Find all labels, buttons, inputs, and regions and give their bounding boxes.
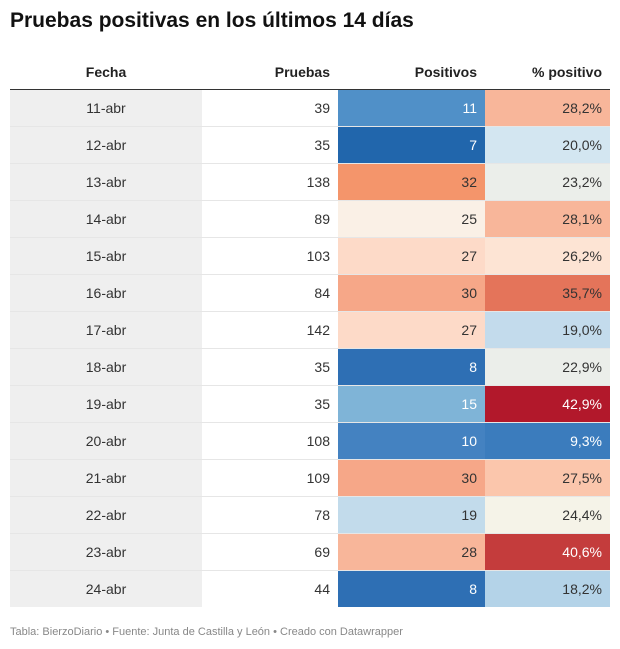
footer-credits: Tabla: BierzoDiario • Fuente: Junta de C… bbox=[10, 626, 403, 638]
cell-pruebas: 35 bbox=[202, 348, 338, 386]
cell-pruebas: 89 bbox=[202, 200, 338, 238]
cell-pct-positivo: 18,2% bbox=[485, 570, 610, 607]
table-row: 11-abr 39 11 28,2% bbox=[10, 89, 610, 127]
cell-pruebas: 103 bbox=[202, 237, 338, 275]
cell-pruebas: 138 bbox=[202, 163, 338, 201]
cell-fecha: 15-abr bbox=[10, 237, 202, 275]
cell-positivos: 8 bbox=[338, 348, 485, 386]
cell-fecha: 14-abr bbox=[10, 200, 202, 238]
table-row: 13-abr 138 32 23,2% bbox=[10, 163, 610, 201]
cell-fecha: 19-abr bbox=[10, 385, 202, 423]
table-row: 16-abr 84 30 35,7% bbox=[10, 274, 610, 312]
cell-positivos: 19 bbox=[338, 496, 485, 534]
table-row: 17-abr 142 27 19,0% bbox=[10, 311, 610, 349]
cell-fecha: 16-abr bbox=[10, 274, 202, 312]
cell-fecha: 11-abr bbox=[10, 89, 202, 127]
data-table: Fecha Pruebas Positivos % positivo 11-ab… bbox=[10, 55, 610, 607]
column-header-fecha[interactable]: Fecha bbox=[10, 55, 202, 90]
cell-positivos: 25 bbox=[338, 200, 485, 238]
cell-pruebas: 109 bbox=[202, 459, 338, 497]
cell-positivos: 10 bbox=[338, 422, 485, 460]
cell-pct-positivo: 28,2% bbox=[485, 89, 610, 127]
cell-pct-positivo: 26,2% bbox=[485, 237, 610, 275]
cell-pct-positivo: 35,7% bbox=[485, 274, 610, 312]
cell-positivos: 30 bbox=[338, 459, 485, 497]
cell-positivos: 8 bbox=[338, 570, 485, 607]
table-row: 24-abr 44 8 18,2% bbox=[10, 570, 610, 607]
table-row: 14-abr 89 25 28,1% bbox=[10, 200, 610, 238]
cell-pruebas: 78 bbox=[202, 496, 338, 534]
chart-title: Pruebas positivas en los últimos 14 días bbox=[10, 9, 414, 32]
cell-pct-positivo: 27,5% bbox=[485, 459, 610, 497]
table-row: 15-abr 103 27 26,2% bbox=[10, 237, 610, 275]
table-row: 21-abr 109 30 27,5% bbox=[10, 459, 610, 497]
table-body: 11-abr 39 11 28,2% 12-abr 35 7 20,0% 13-abr 138 32… bbox=[10, 89, 610, 607]
cell-positivos: 7 bbox=[338, 126, 485, 164]
cell-pruebas: 84 bbox=[202, 274, 338, 312]
cell-positivos: 15 bbox=[338, 385, 485, 423]
cell-pct-positivo: 42,9% bbox=[485, 385, 610, 423]
table-row: 23-abr 69 28 40,6% bbox=[10, 533, 610, 571]
table-row: 18-abr 35 8 22,9% bbox=[10, 348, 610, 386]
table-row: 19-abr 35 15 42,9% bbox=[10, 385, 610, 423]
cell-pruebas: 69 bbox=[202, 533, 338, 571]
cell-fecha: 18-abr bbox=[10, 348, 202, 386]
column-header-pct-positivo[interactable]: % positivo bbox=[485, 55, 610, 90]
header-row: Fecha Pruebas Positivos % positivo bbox=[10, 55, 610, 90]
cell-positivos: 32 bbox=[338, 163, 485, 201]
cell-pct-positivo: 40,6% bbox=[485, 533, 610, 571]
cell-positivos: 27 bbox=[338, 311, 485, 349]
column-header-positivos[interactable]: Positivos bbox=[338, 55, 485, 90]
cell-pct-positivo: 28,1% bbox=[485, 200, 610, 238]
cell-positivos: 11 bbox=[338, 89, 485, 127]
cell-fecha: 13-abr bbox=[10, 163, 202, 201]
table-row: 12-abr 35 7 20,0% bbox=[10, 126, 610, 164]
table-header: Fecha Pruebas Positivos % positivo bbox=[10, 55, 610, 90]
cell-fecha: 20-abr bbox=[10, 422, 202, 460]
cell-positivos: 27 bbox=[338, 237, 485, 275]
cell-fecha: 23-abr bbox=[10, 533, 202, 571]
column-header-pruebas[interactable]: Pruebas bbox=[202, 55, 338, 90]
cell-fecha: 22-abr bbox=[10, 496, 202, 534]
cell-pruebas: 108 bbox=[202, 422, 338, 460]
cell-pruebas: 35 bbox=[202, 126, 338, 164]
cell-pruebas: 35 bbox=[202, 385, 338, 423]
cell-pruebas: 39 bbox=[202, 89, 338, 127]
cell-positivos: 30 bbox=[338, 274, 485, 312]
cell-positivos: 28 bbox=[338, 533, 485, 571]
cell-pct-positivo: 9,3% bbox=[485, 422, 610, 460]
cell-fecha: 12-abr bbox=[10, 126, 202, 164]
cell-fecha: 17-abr bbox=[10, 311, 202, 349]
cell-pct-positivo: 20,0% bbox=[485, 126, 610, 164]
table-row: 22-abr 78 19 24,4% bbox=[10, 496, 610, 534]
cell-fecha: 21-abr bbox=[10, 459, 202, 497]
table-row: 20-abr 108 10 9,3% bbox=[10, 422, 610, 460]
cell-pct-positivo: 22,9% bbox=[485, 348, 610, 386]
cell-pct-positivo: 23,2% bbox=[485, 163, 610, 201]
cell-fecha: 24-abr bbox=[10, 570, 202, 607]
cell-pruebas: 44 bbox=[314, 581, 330, 597]
cell-pct-positivo: 19,0% bbox=[485, 311, 610, 349]
cell-pruebas: 142 bbox=[202, 311, 338, 349]
cell-pct-positivo: 24,4% bbox=[485, 496, 610, 534]
